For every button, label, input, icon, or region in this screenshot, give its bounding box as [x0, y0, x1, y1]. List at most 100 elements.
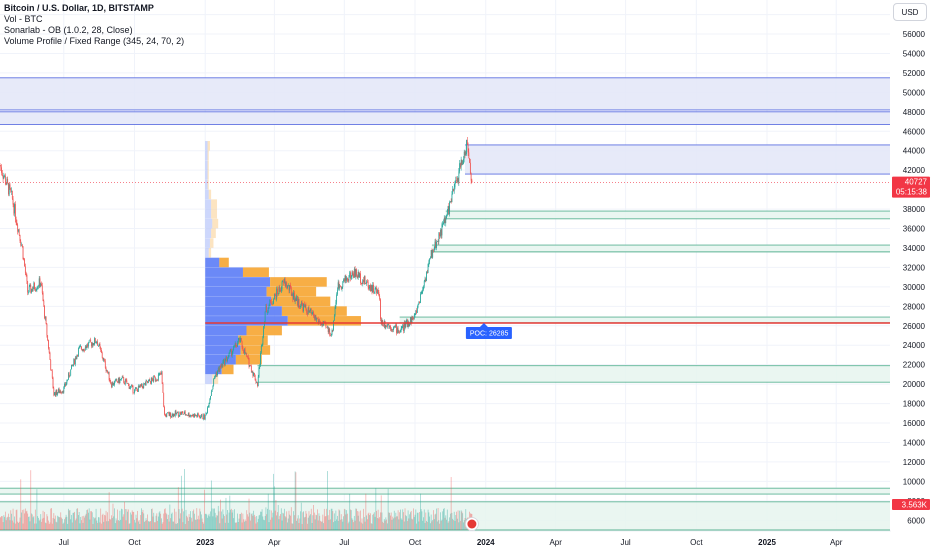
volume-bar — [272, 512, 274, 530]
currency-button[interactable]: USD — [893, 3, 927, 21]
volume-bar — [137, 510, 138, 530]
volume-bar — [336, 519, 338, 530]
candle-body — [110, 381, 112, 384]
volume-bar — [429, 523, 431, 530]
candle-body — [89, 339, 91, 341]
candle-body — [1, 167, 2, 173]
volume-bar — [384, 520, 386, 530]
candle-body — [183, 414, 185, 415]
candle-body — [313, 311, 314, 317]
candle-body — [317, 318, 318, 320]
candle-body — [400, 327, 402, 331]
volume-bar — [130, 512, 132, 530]
volume-bar — [56, 522, 58, 530]
candle-body — [260, 345, 262, 353]
volume-bar — [312, 515, 314, 530]
candle-body — [116, 379, 118, 382]
x-axis[interactable]: Jul Oct 2023 Apr Jul Oct 2024 Apr Jul Oct 2025 Apr — [0, 530, 932, 550]
volume-bar — [348, 521, 350, 530]
volume-bar — [271, 517, 273, 530]
volume-bar — [373, 513, 374, 530]
candle-body — [416, 310, 417, 313]
volume-bar — [42, 510, 44, 530]
candle-body — [169, 412, 171, 416]
volume-bar — [220, 511, 222, 530]
volume-bar — [181, 508, 183, 530]
candle-body — [425, 279, 427, 281]
volume-bar — [91, 511, 92, 530]
candle-body — [71, 364, 73, 366]
volume-bar — [408, 518, 410, 530]
volume-bar — [18, 522, 19, 530]
volume-bar — [391, 519, 393, 530]
candle-body — [386, 324, 388, 327]
volume-bar — [12, 508, 14, 530]
volume-bar — [350, 509, 351, 530]
candle-body — [344, 275, 346, 281]
volume-bar — [331, 508, 333, 530]
legend-indicator-vp[interactable]: Volume Profile / Fixed Range (345, 24, 7… — [4, 36, 185, 46]
y-tick-label: 34000 — [903, 244, 926, 253]
candle-body — [78, 347, 80, 348]
candle-body — [387, 324, 389, 325]
candle-body — [174, 413, 175, 417]
volume-bar — [314, 519, 316, 530]
volume-bar — [65, 514, 67, 530]
event-icon[interactable] — [464, 517, 479, 531]
legend-indicator-ob[interactable]: Sonarlab - OB (1.0.2, 28, Close) — [4, 25, 133, 35]
candle-body — [468, 152, 470, 159]
volume-bar — [288, 510, 290, 530]
volume-bar — [320, 521, 322, 530]
volume-bar — [235, 522, 237, 530]
candle-body — [368, 286, 370, 289]
y-tick-label: 42000 — [903, 166, 926, 175]
volume-bar — [211, 508, 213, 530]
legend-volume[interactable]: Vol - BTC — [4, 14, 43, 24]
candle-body — [330, 335, 331, 336]
candle-body — [457, 178, 459, 183]
candle-body — [421, 291, 423, 294]
candle-body — [466, 139, 467, 155]
volume-bar — [249, 512, 251, 530]
candle-body — [356, 275, 358, 278]
volume-bar — [450, 477, 452, 530]
volume-bar — [313, 504, 314, 530]
volume-bar — [300, 511, 301, 530]
volume-bar — [230, 508, 232, 530]
volume-bar — [187, 517, 188, 530]
volume-bar — [6, 517, 8, 530]
volume-bar — [129, 523, 131, 530]
volume-bar — [81, 520, 82, 530]
candle-body — [310, 308, 312, 314]
candle-body — [456, 180, 457, 181]
volume-bar — [58, 516, 59, 530]
volume-bar — [406, 516, 407, 530]
volume-bar — [329, 509, 331, 530]
candle-body — [207, 407, 209, 408]
y-axis[interactable]: 6000800010000120001400016000180002000022… — [891, 0, 932, 550]
volume-bar — [293, 515, 295, 530]
volume-bar — [376, 510, 377, 530]
candle-body — [248, 358, 250, 367]
candle-body — [60, 391, 62, 393]
volume-bar — [96, 520, 98, 530]
volume-bar — [343, 508, 345, 530]
candle-body — [75, 357, 77, 359]
volume-bar — [337, 515, 338, 530]
volume-bar — [419, 512, 421, 530]
volume-bar — [307, 523, 308, 530]
candle-body — [187, 413, 189, 416]
volume-bar — [177, 487, 179, 530]
y-axis-bg — [891, 0, 932, 550]
volume-bar — [461, 511, 463, 530]
volume-bar — [438, 520, 440, 530]
volume-bar — [403, 521, 405, 530]
volume-bar — [409, 514, 411, 530]
volume-bar — [349, 493, 351, 530]
candle-body — [18, 229, 19, 232]
volume-bar — [394, 517, 396, 530]
candle-body — [446, 215, 447, 219]
symbol-title[interactable]: Bitcoin / U.S. Dollar, 1D, BITSTAMP — [4, 3, 154, 13]
volume-bar — [167, 519, 168, 530]
